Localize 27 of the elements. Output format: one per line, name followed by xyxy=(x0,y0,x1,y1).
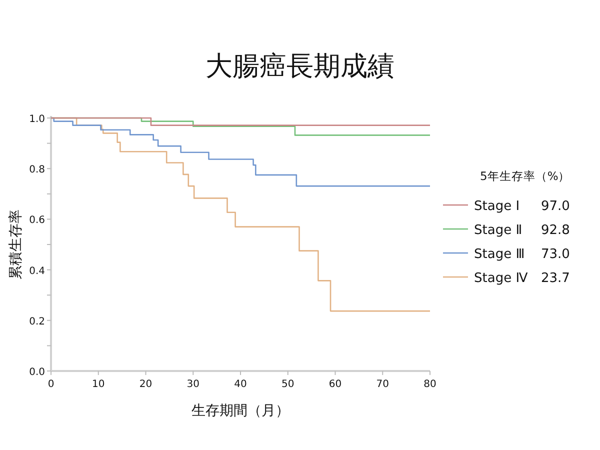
y-tick-label: 0.6 xyxy=(29,215,45,226)
x-tick-label: 80 xyxy=(424,379,436,390)
text: 97.0 xyxy=(541,199,570,214)
x-tick-label: 30 xyxy=(186,379,200,390)
x-tick-label: 10 xyxy=(92,379,105,390)
legend-label: Stage Ⅳ xyxy=(474,271,528,286)
text: 23.7 xyxy=(541,271,570,286)
legend-label: Stage Ⅱ xyxy=(474,223,522,238)
y-tick-label: 0.2 xyxy=(29,316,45,328)
x-tick-label: 70 xyxy=(376,379,389,390)
legend-label: Stage Ⅲ xyxy=(474,247,525,262)
y-tick-label: 0.4 xyxy=(29,266,45,277)
chart-title: 大腸癌長期成績 xyxy=(206,51,394,82)
x-tick-label: 50 xyxy=(282,379,294,390)
x-tick-label: 60 xyxy=(328,379,342,390)
x-axis-title: 生存期間（月） xyxy=(192,403,290,419)
legend-title: 5年生存率（%） xyxy=(480,169,570,183)
text: 92.8 xyxy=(541,223,570,238)
x-tick-label: 20 xyxy=(139,379,152,390)
x-tick-label: 0 xyxy=(48,379,54,390)
y-tick-label: 0.8 xyxy=(29,164,45,176)
y-tick-label: 1.0 xyxy=(29,114,45,125)
y-axis-title: 累積生存率 xyxy=(8,210,24,280)
legend-label: Stage Ⅰ xyxy=(474,199,520,214)
text: 73.0 xyxy=(541,247,570,262)
x-tick-label: 40 xyxy=(234,379,247,390)
y-tick-label: 0.0 xyxy=(29,367,45,378)
